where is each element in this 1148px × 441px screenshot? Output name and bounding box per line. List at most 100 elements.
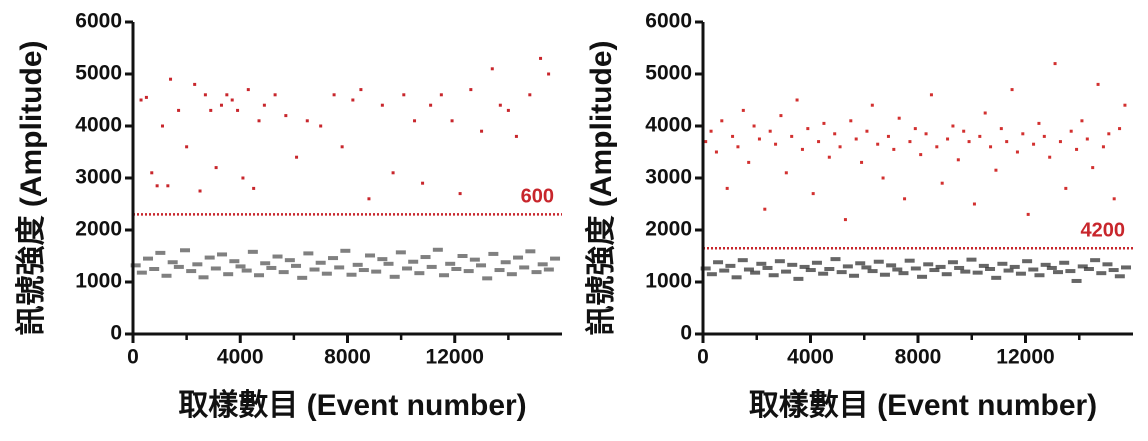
negative-point	[506, 272, 517, 277]
positive-point	[870, 103, 874, 107]
positive-point	[704, 140, 708, 144]
negative-point	[272, 254, 283, 259]
positive-point	[838, 145, 842, 149]
negative-point	[719, 268, 730, 273]
positive-point	[273, 93, 277, 97]
positive-point	[940, 181, 944, 185]
negative-point	[266, 265, 277, 270]
negative-point	[774, 259, 785, 264]
negative-point	[781, 269, 792, 274]
positive-point	[935, 145, 939, 149]
positive-point	[1069, 129, 1073, 133]
negative-point	[830, 257, 841, 262]
positive-point	[514, 134, 518, 138]
negative-point	[873, 259, 884, 264]
negative-point	[972, 270, 983, 275]
negative-point	[941, 272, 952, 277]
negative-point	[1009, 264, 1020, 269]
negative-point	[229, 259, 240, 264]
negative-point	[1003, 268, 1014, 273]
negative-point	[377, 257, 388, 262]
negative-point	[173, 264, 184, 269]
positive-point	[962, 129, 966, 133]
positive-point	[806, 127, 810, 131]
positive-point	[1085, 137, 1089, 141]
negative-point	[389, 274, 400, 279]
negative-point	[805, 268, 816, 273]
negative-point	[898, 271, 909, 276]
positive-point	[784, 171, 788, 175]
negative-point	[1090, 258, 1101, 263]
y-tick-label: 4000	[75, 114, 122, 137]
negative-point	[1034, 273, 1045, 278]
negative-point	[525, 249, 536, 254]
negative-point	[997, 261, 1008, 266]
positive-point	[1101, 145, 1105, 149]
positive-point	[209, 108, 213, 112]
positive-point	[480, 129, 484, 133]
negative-point	[371, 269, 382, 274]
x-axis-title: 取樣數目 (Event number)	[178, 389, 526, 422]
positive-point	[886, 134, 890, 138]
positive-point	[241, 176, 245, 180]
negative-point	[254, 273, 265, 278]
negative-point	[1108, 268, 1119, 273]
positive-point	[528, 93, 532, 97]
positive-point	[989, 145, 993, 149]
negative-point	[217, 252, 228, 257]
y-tick-label: 4000	[645, 114, 692, 137]
negative-point	[793, 276, 804, 281]
positive-point	[469, 88, 473, 92]
positive-point	[150, 171, 154, 175]
positive-point	[230, 98, 234, 102]
x-tick-label: 4000	[217, 346, 264, 369]
negative-point	[426, 264, 437, 269]
negative-point	[737, 258, 748, 263]
positive-point	[951, 124, 955, 128]
negative-point	[136, 270, 147, 275]
positive-point	[246, 88, 250, 92]
x-tick-label: 0	[697, 346, 709, 369]
positive-point	[800, 147, 804, 151]
y-tick-label: 2000	[75, 218, 122, 241]
y-tick-label: 6000	[75, 10, 122, 33]
negative-point	[463, 269, 474, 274]
negative-point	[879, 272, 890, 277]
y-tick-label: 1000	[645, 270, 692, 293]
negative-point	[991, 275, 1002, 280]
positive-point	[498, 103, 502, 107]
x-tick-label: 4000	[787, 346, 834, 369]
positive-point	[833, 132, 837, 136]
x-tick-label: 12000	[426, 346, 484, 369]
positive-point	[972, 202, 976, 206]
positive-point	[1026, 212, 1030, 216]
negative-point	[130, 263, 141, 268]
negative-point	[1071, 278, 1082, 283]
positive-point	[731, 134, 735, 138]
negative-point	[334, 265, 345, 270]
negative-point	[476, 263, 487, 268]
positive-point	[892, 147, 896, 151]
positive-point	[967, 140, 971, 144]
negative-point	[1015, 271, 1026, 276]
positive-point	[219, 103, 223, 107]
positive-point	[160, 124, 164, 128]
positive-point	[166, 184, 170, 188]
negative-point	[1102, 262, 1113, 267]
negative-point	[543, 267, 554, 272]
positive-point	[736, 145, 740, 149]
positive-point	[897, 116, 901, 120]
positive-point	[203, 93, 207, 97]
positive-point	[380, 103, 384, 107]
positive-point	[881, 176, 885, 180]
positive-point	[999, 127, 1003, 131]
negative-point	[1028, 267, 1039, 272]
positive-point	[198, 189, 202, 193]
positive-point	[252, 186, 256, 190]
positive-point	[913, 127, 917, 131]
positive-point	[1096, 82, 1100, 86]
positive-point	[547, 72, 551, 76]
negative-point	[892, 267, 903, 272]
positive-point	[391, 171, 395, 175]
positive-point	[351, 98, 355, 102]
